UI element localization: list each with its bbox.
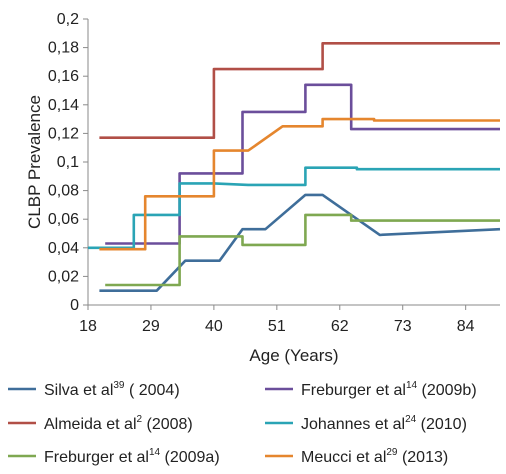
series-line-4	[88, 166, 500, 250]
x-tick-label: 40	[205, 318, 223, 335]
x-tick-label: 18	[79, 318, 97, 335]
legend-label-3: Almeida et al2 (2008)	[44, 414, 193, 433]
y-tick-label: 0,2	[57, 11, 79, 28]
series-line-3	[99, 41, 500, 139]
y-tick-label: 0,12	[48, 125, 79, 142]
x-tick-label: 73	[394, 318, 412, 335]
x-axis-label: Age (Years)	[249, 346, 338, 365]
legend-label-1: Silva et al39 ( 2004)	[44, 380, 180, 399]
y-tick-label: 0,18	[48, 40, 79, 57]
y-tick-label: 0,16	[48, 68, 79, 85]
y-tick-label: 0,08	[48, 183, 79, 200]
legend: Silva et al39 ( 2004) Freburger et al14 (…	[8, 380, 477, 466]
y-axis-label: CLBP Prevalence	[25, 95, 44, 229]
x-tick-label: 84	[457, 318, 475, 335]
legend-label-6: Meucci et al29 (2013)	[301, 447, 448, 466]
legend-label-4: Johannes et al24 (2010)	[301, 414, 467, 433]
y-tick-label: 0,04	[48, 240, 79, 257]
legend-label-2: Freburger et al14 (2009b)	[301, 380, 477, 399]
y-tick-label: 0,14	[48, 97, 79, 114]
series-lines	[88, 41, 501, 293]
y-tick-label: 0,1	[57, 154, 79, 171]
x-tick-label: 29	[142, 318, 160, 335]
x-tick-label: 51	[268, 318, 286, 335]
legend-label-5: Freburger et al14 (2009a)	[44, 447, 220, 466]
y-tick-label: 0,02	[48, 268, 79, 285]
y-tick-label: 0	[70, 297, 79, 314]
series-line-6	[99, 117, 500, 251]
y-tick-label: 0,06	[48, 211, 79, 228]
x-tick-label: 62	[331, 318, 349, 335]
series-line-5	[105, 213, 500, 287]
axes: 0 0,02 0,04 0,06 0,08 0,1 0,12 0,14 0,16 0,18 0,2 1…	[48, 11, 500, 335]
